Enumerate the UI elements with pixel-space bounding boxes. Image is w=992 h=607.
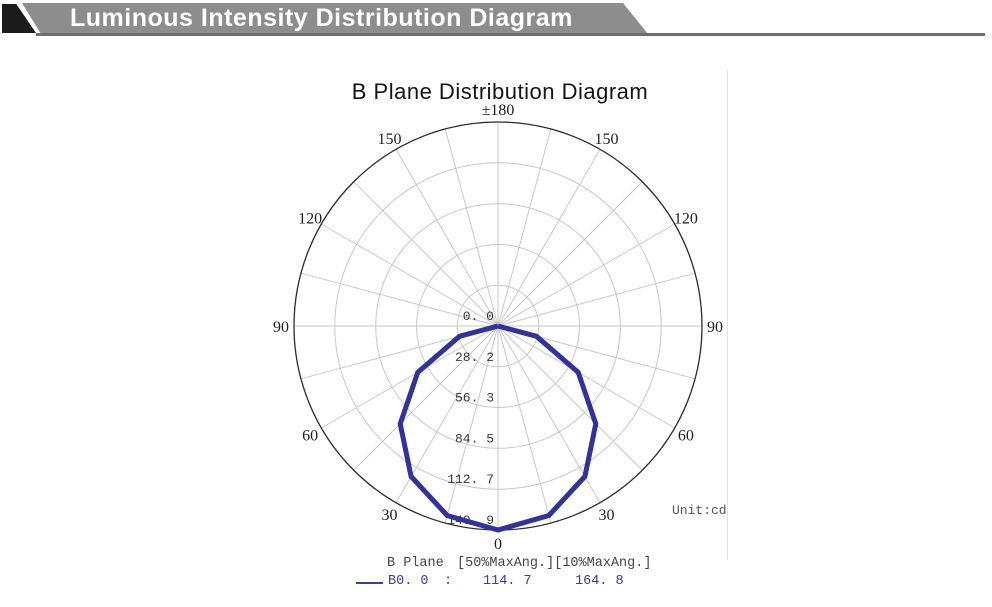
grid-ring (456, 284, 540, 368)
angle-tick-label: 120 (298, 211, 322, 228)
radial-tick-label: 0. 0 (463, 309, 494, 324)
legend-50pct-max-angle: 114. 7 (483, 574, 532, 589)
radial-tick-label: 84. 5 (455, 431, 494, 446)
grid-ring (334, 162, 662, 490)
table-divider (727, 70, 728, 560)
header-banner: Luminous Intensity Distribution Diagram (0, 0, 992, 42)
angle-tick-label: 150 (378, 131, 402, 148)
angle-tick-label: 150 (595, 131, 619, 148)
page-title: Luminous Intensity Distribution Diagram (70, 4, 573, 32)
banner-bar (22, 3, 648, 34)
angle-tick-label: 0 (494, 536, 502, 553)
angle-tick-label: 60 (678, 428, 694, 445)
angle-tick-label: 120 (674, 211, 698, 228)
grid-ring (375, 203, 621, 449)
legend-colon: : (444, 574, 453, 589)
angle-tick-label: 90 (273, 319, 289, 336)
legend-plane-label: B Plane (387, 556, 444, 571)
unit-label: Unit:cd (672, 503, 727, 518)
banner-underline (36, 33, 985, 36)
legend-10pct-max-angle: 164. 8 (575, 574, 624, 589)
angle-tick-label: 30 (382, 507, 398, 524)
chart-title: B Plane Distribution Diagram (351, 79, 649, 104)
radial-tick-label: 112. 7 (447, 472, 494, 487)
legend-line-swatch (356, 582, 383, 584)
radial-tick-label: 56. 3 (455, 391, 494, 406)
angle-tick-label: ±180 (482, 102, 515, 119)
polar-grid (293, 121, 703, 531)
intensity-curve-b0 (397, 323, 599, 533)
grid-ring (416, 244, 580, 408)
angle-tick-label: 60 (302, 428, 318, 445)
angle-tick-label: 30 (599, 507, 615, 524)
legend-column-headers: [50%MaxAng.][10%MaxAng.] (457, 556, 652, 571)
legend-series-name: B0. 0 (388, 574, 429, 589)
radial-tick-label: 28. 2 (455, 350, 494, 365)
angle-tick-label: 90 (707, 319, 723, 336)
